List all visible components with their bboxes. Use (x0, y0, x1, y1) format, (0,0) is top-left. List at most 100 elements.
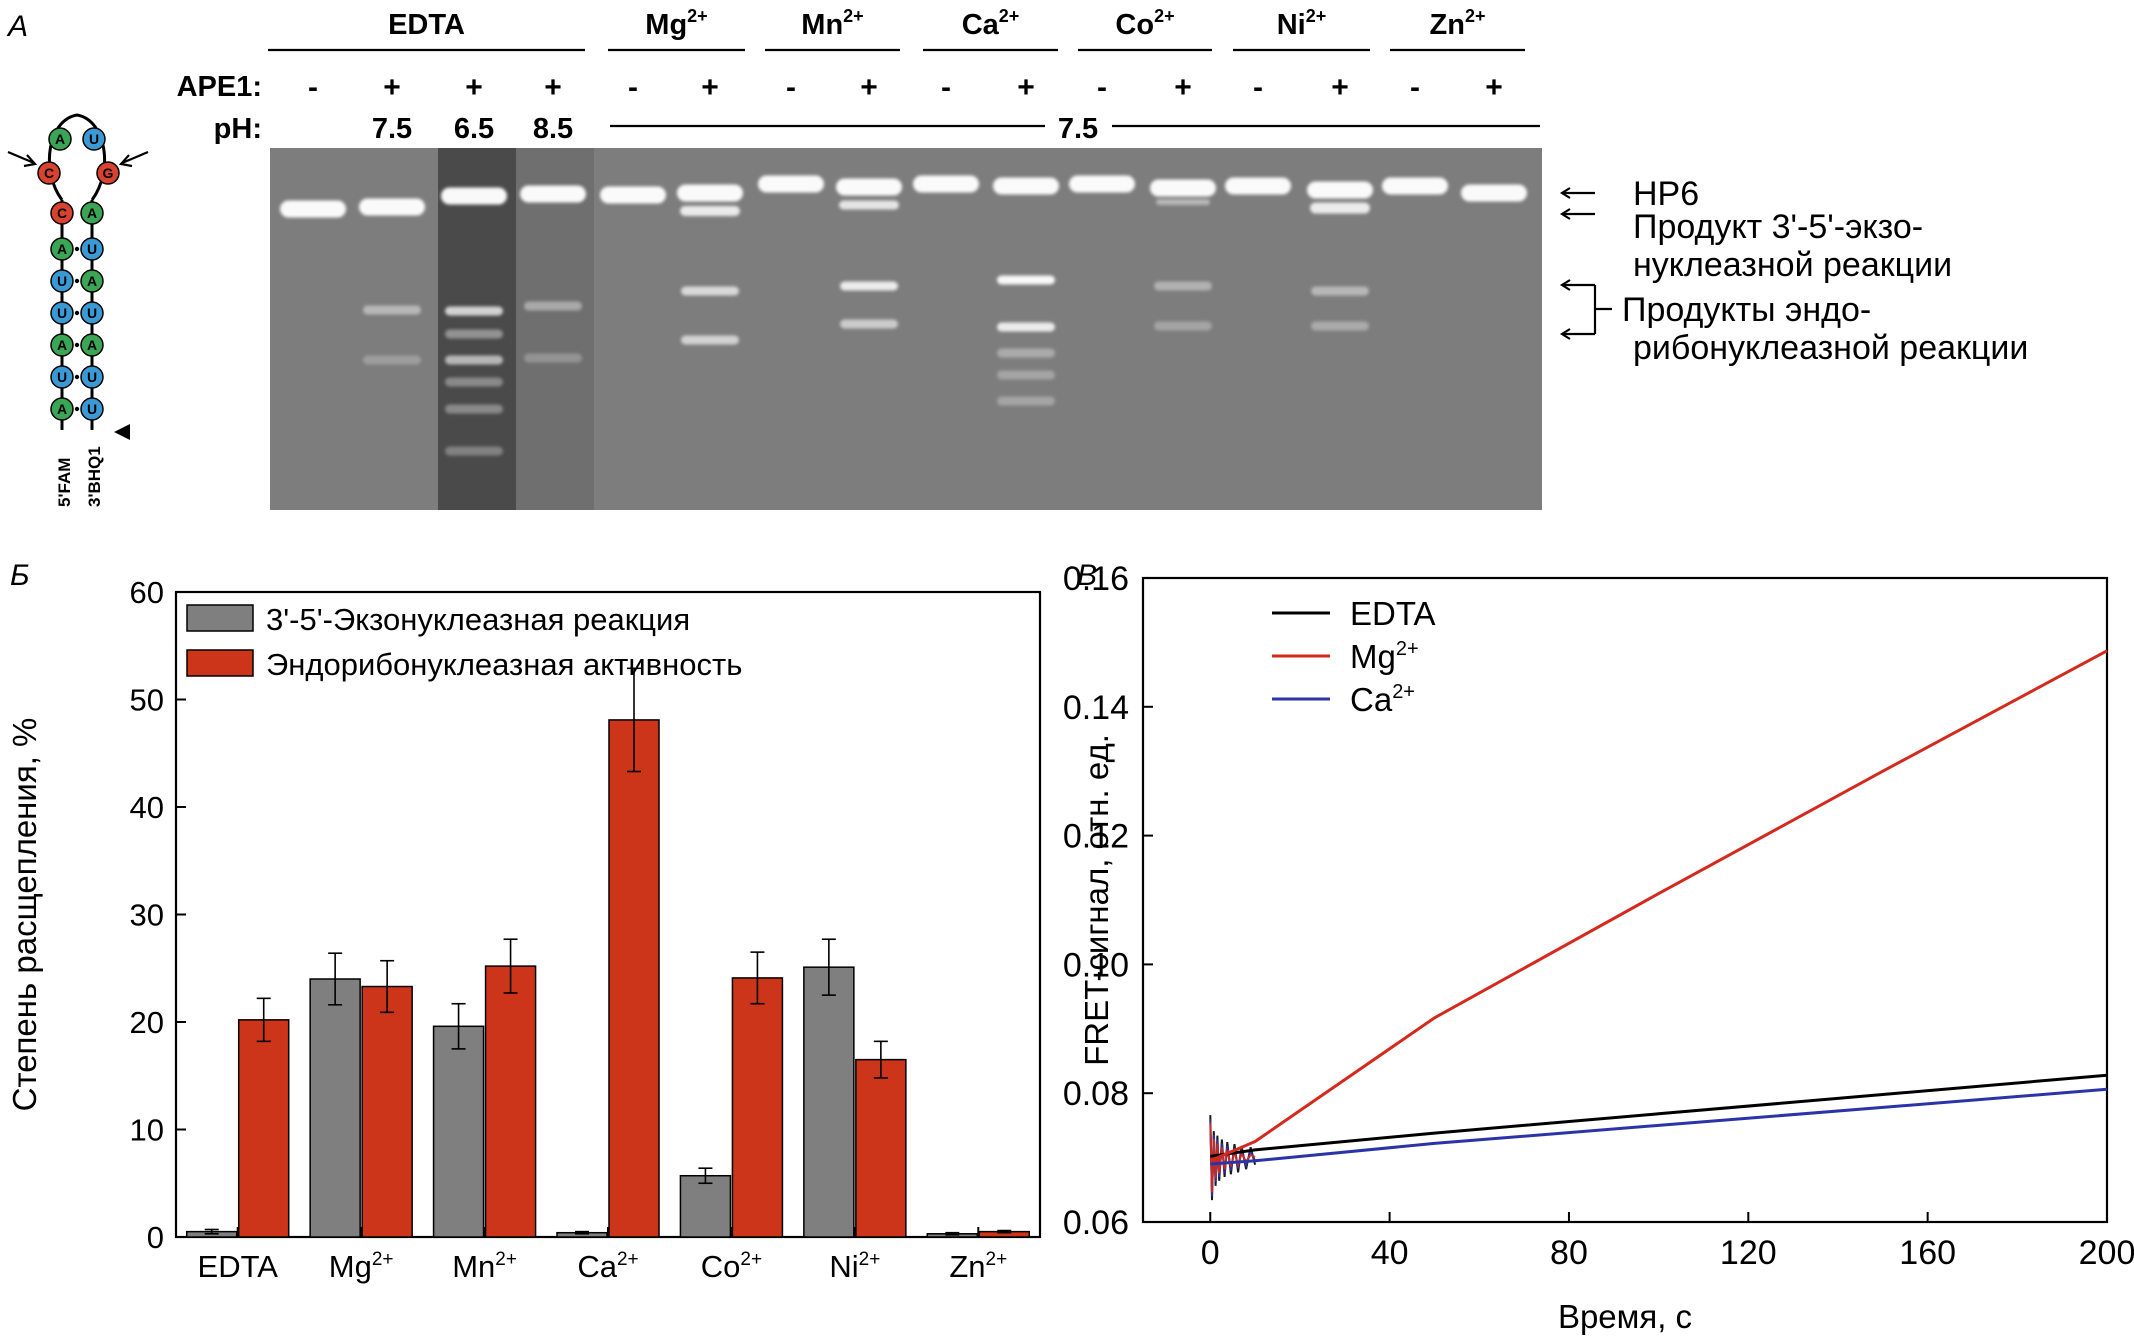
gel-band (524, 353, 582, 363)
gel-band (280, 200, 346, 218)
y-tick-label: 10 (130, 1113, 164, 1148)
x-tick-label-sup: 2+ (495, 1249, 517, 1270)
nucleotide-circle (50, 397, 74, 421)
cleavage-arrow-left-head (23, 154, 38, 168)
nucleotide-circle (50, 201, 74, 225)
ph-row: 7.5 6.5 8.5 7.5 (372, 113, 1540, 145)
nucleotide-circle (80, 301, 104, 325)
lane-group-label-mg: Mg2+ (645, 6, 707, 41)
x-tick-label: Co2+ (701, 1249, 762, 1284)
gel-band (1307, 181, 1373, 199)
ph-value: 6.5 (454, 113, 494, 145)
gel-band (1069, 175, 1135, 193)
bar (484, 965, 537, 1238)
legend-swatch (186, 649, 254, 677)
nucleotide-label: U (87, 241, 97, 257)
y-tick-label: 0.10 (1063, 946, 1129, 984)
gel-band (997, 275, 1055, 285)
x-tick-label-sup: 2+ (372, 1249, 394, 1270)
gel-band (1311, 321, 1369, 331)
bar (855, 1058, 907, 1238)
legend-label-base: Mg (1350, 638, 1396, 675)
bar (237, 1019, 290, 1238)
lane-group-label-mg-base: Mg (645, 9, 687, 41)
nucleotide-label: A (57, 241, 67, 257)
ape1-mark: + (465, 71, 483, 104)
ape1-mark: - (628, 71, 638, 104)
nucleotide-circle (50, 365, 74, 389)
lane-group-label-mn: Mn2+ (801, 6, 863, 41)
gel-band (445, 355, 503, 365)
nucleotide-circle (50, 333, 74, 357)
lane-group-label-ca-base: Ca (962, 9, 1000, 41)
nucleotide-label: A (57, 401, 67, 417)
x-tick-label-sup: 2+ (986, 1249, 1008, 1270)
ape1-label: APE1: (177, 71, 262, 103)
series-line-mg (1209, 649, 2108, 1163)
bar-chart: 0 10 20 30 40 50 60 Степень расщепления, % EDTA M… (6, 575, 1042, 1284)
series-line-edta (1210, 1073, 2108, 1158)
base-pair-dot (74, 246, 80, 252)
gel-band (758, 175, 824, 193)
y-tick-label: 50 (130, 683, 164, 718)
y-tick-label: 30 (130, 898, 164, 933)
series-line-ca (1210, 1087, 2108, 1166)
nucleotide-label: C (44, 165, 54, 181)
lane-group-label-edta: EDTA (388, 9, 465, 41)
gel-band (1154, 321, 1212, 331)
gel-band (524, 301, 582, 311)
base-pair-dot (74, 310, 80, 316)
nucleotide-circle (80, 365, 104, 389)
gel-band (1150, 179, 1216, 197)
gel-band (997, 322, 1055, 332)
x-axis-label: Время, с (1558, 1298, 1692, 1335)
gel-band (993, 177, 1059, 195)
gel-band (840, 281, 898, 291)
bar (731, 977, 784, 1238)
y-tick-label: 0.16 (1063, 560, 1129, 598)
x-tick-label-base: EDTA (198, 1249, 279, 1284)
gel-band (1382, 177, 1448, 195)
ph-label: pH: (214, 113, 262, 145)
nucleotide-circle (80, 333, 104, 357)
ape1-mark: + (1017, 71, 1035, 104)
lane-group-label-ni: Ni2+ (1277, 6, 1327, 41)
gel-band (681, 286, 739, 296)
nucleotide-circle (80, 201, 104, 225)
legend-label-sup: 2+ (1396, 638, 1419, 660)
panel-b: Б 0 10 20 30 40 50 60 Степень расщепления, % EDT… (6, 559, 1042, 1284)
legend-label: Mg2+ (1350, 638, 1419, 675)
line-plot-frame (1141, 576, 2109, 1224)
gel-band (445, 446, 503, 456)
lane-group-label-edta-base: EDTA (388, 9, 465, 41)
gel-annotations: HP6 Продукт 3'-5'-экзо- нуклеазной реакц… (1559, 175, 2028, 367)
x-tick-label-base: Ni (829, 1249, 858, 1284)
legend-label-sup: 2+ (1392, 681, 1415, 703)
gel-band (445, 404, 503, 414)
nucleotide-label: U (89, 131, 99, 147)
legend-label-base: EDTA (1350, 595, 1436, 632)
y-tick-label: 0.14 (1063, 689, 1129, 727)
nucleotide-label: A (87, 337, 97, 353)
legend-label: Эндорибонуклеазная активность (266, 647, 742, 682)
base-pair-dot (74, 374, 80, 380)
bar (432, 1025, 485, 1238)
nucleotide-circle (48, 127, 72, 151)
lane-group-label-co-sup: 2+ (1154, 6, 1175, 26)
gel-band (997, 348, 1055, 358)
base-pair-dot (74, 406, 80, 412)
exo-product-label-1: Продукт 3'-5'-экзо- (1633, 208, 1923, 246)
legend-label: 3'-5'-Экзонуклеазная реакция (266, 602, 690, 637)
triangle-marker-icon (114, 424, 130, 440)
lane-group-label-mn-sup: 2+ (843, 6, 864, 26)
lane-group-label-co: Co2+ (1115, 6, 1174, 41)
bar (309, 978, 361, 1238)
lane-group-label-mg-sup: 2+ (687, 6, 708, 26)
nucleotide-circle (96, 161, 120, 185)
x-tick-label: EDTA (198, 1249, 279, 1284)
lane-group-label-mn-base: Mn (801, 9, 843, 41)
gel-band (1461, 184, 1527, 202)
gel-band (445, 329, 503, 339)
